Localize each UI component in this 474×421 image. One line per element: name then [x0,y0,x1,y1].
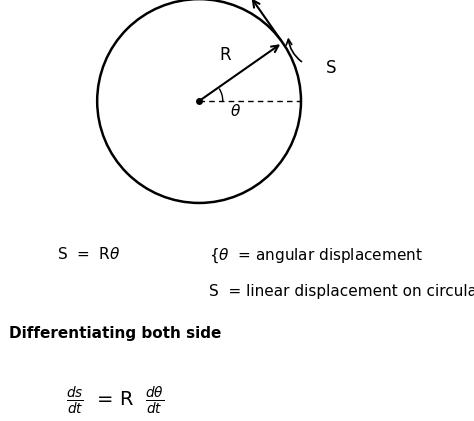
Text: R: R [219,46,231,64]
Text: {$\theta$  = angular displacement: {$\theta$ = angular displacement [209,246,422,265]
Text: S  = linear displacement on circular path}: S = linear displacement on circular path… [209,284,474,299]
Text: S: S [326,59,336,77]
Text: Differentiating both side: Differentiating both side [9,326,222,341]
Text: $\frac{ds}{dt}$  = R  $\frac{d\theta}{dt}$: $\frac{ds}{dt}$ = R $\frac{d\theta}{dt}$ [66,385,164,417]
Text: S  =  R$\theta$: S = R$\theta$ [57,246,120,262]
Text: $\theta$: $\theta$ [230,103,241,119]
